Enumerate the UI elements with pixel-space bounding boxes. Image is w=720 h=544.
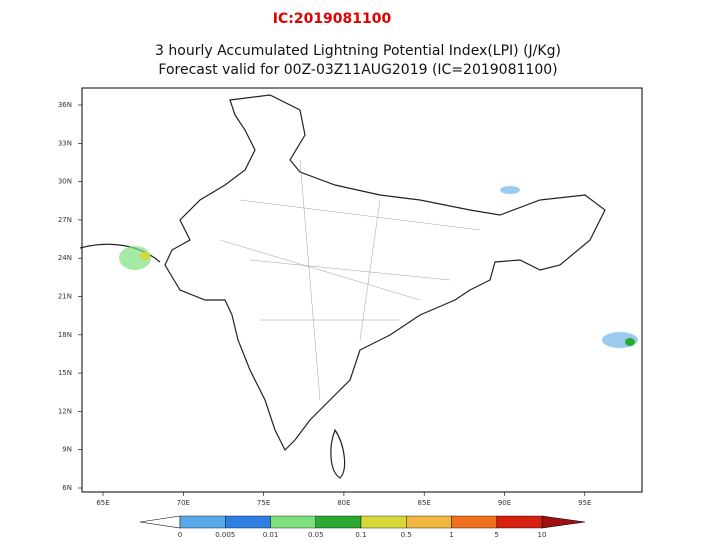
colorbar-label: 1 <box>449 531 453 539</box>
district-lines <box>219 159 481 401</box>
colorbar-label: 0.01 <box>263 531 279 539</box>
colorbar-label: 0 <box>178 531 182 539</box>
colorbar-low-end <box>139 515 181 529</box>
colorbar-segment <box>360 515 407 529</box>
lat-label: 12N <box>58 407 72 415</box>
lat-label: 36N <box>58 101 72 109</box>
lpi-patches <box>119 186 638 348</box>
colorbar-segment <box>270 515 316 529</box>
lon-label: 85E <box>418 499 431 507</box>
ic-label: IC:2019081100 <box>273 11 392 27</box>
lat-label: 27N <box>58 216 72 224</box>
colorbar-label: 0.5 <box>401 531 412 539</box>
lat-label: 9N <box>62 446 72 454</box>
lat-label: 30N <box>58 178 72 186</box>
lat-labels: 36N 33N 30N 27N 24N 21N 18N 15N 12N 9N 6N <box>58 101 82 492</box>
lon-label: 70E <box>177 499 190 507</box>
colorbar-label: 10 <box>538 531 547 539</box>
colorbar-label: 0.1 <box>355 531 366 539</box>
lat-label: 15N <box>58 369 72 377</box>
lon-label: 80E <box>337 499 350 507</box>
lat-label: 18N <box>58 331 72 339</box>
lon-labels: 65E 70E 75E 80E 85E 90E 95E <box>96 492 591 507</box>
coastline <box>79 94 606 479</box>
colorbar-label: 0.05 <box>308 531 324 539</box>
lat-label: 33N <box>58 139 72 147</box>
map-subtitle: Forecast valid for 00Z-03Z11AUG2019 (IC=… <box>158 62 557 78</box>
colorbar-segment <box>496 515 543 529</box>
lon-label: 90E <box>498 499 511 507</box>
map-frame <box>81 87 643 493</box>
lon-label: 75E <box>257 499 270 507</box>
colorbar-label: 0.005 <box>215 531 235 539</box>
colorbar-segment <box>451 515 497 529</box>
colorbar-high-end <box>541 515 586 529</box>
map-title: 3 hourly Accumulated Lightning Potential… <box>155 43 561 59</box>
lon-label: 65E <box>96 499 109 507</box>
lat-label: 21N <box>58 293 72 301</box>
colorbar-label: 5 <box>495 531 499 539</box>
lon-label: 95E <box>578 499 591 507</box>
colorbar-segment <box>225 515 271 529</box>
lat-label: 24N <box>58 254 72 262</box>
lat-label: 6N <box>62 484 72 492</box>
colorbar-segment <box>315 515 362 529</box>
colorbar-segment <box>406 515 452 529</box>
colorbar-segment <box>179 515 226 529</box>
colorbar: 0 0.005 0.01 0.05 0.1 0.5 1 5 10 <box>139 515 586 539</box>
